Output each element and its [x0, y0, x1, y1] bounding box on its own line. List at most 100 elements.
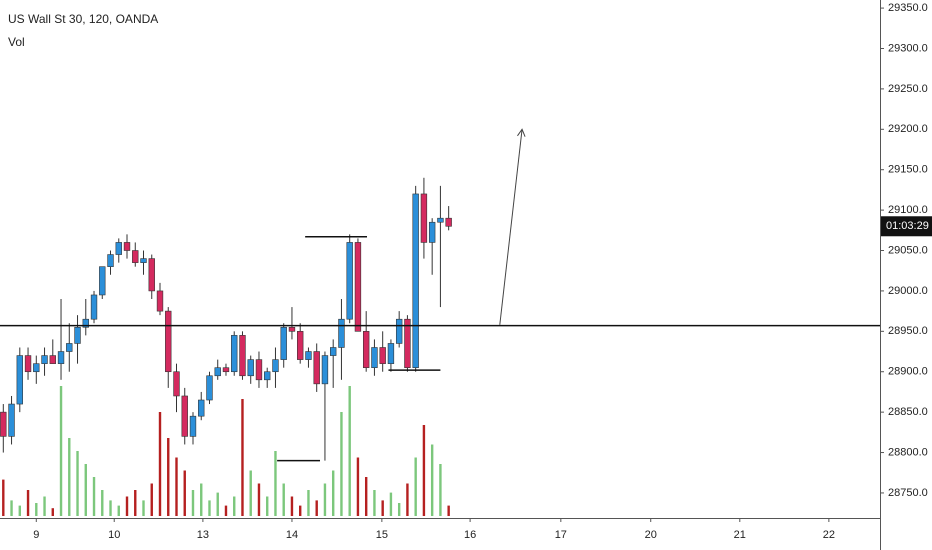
candle-body [420, 193, 428, 243]
volume-bar [282, 483, 285, 516]
candle-body [198, 399, 205, 417]
candle-body [321, 355, 329, 385]
volume-bar [233, 496, 236, 516]
x-tick-label: 16 [464, 529, 476, 541]
volume-bar [414, 457, 417, 516]
x-tick-label: 10 [108, 529, 120, 541]
volume-bar [299, 505, 302, 516]
candle-body [354, 242, 362, 332]
y-tick-label: 29150.0 [888, 164, 928, 176]
countdown-box [881, 216, 932, 237]
indicator-label: Vol [8, 35, 25, 49]
arrow-line [499, 129, 523, 325]
volume-bar [125, 496, 129, 516]
volume-bar [381, 500, 384, 516]
countdown-label: 01:03:29 [886, 220, 929, 232]
volume-bar [331, 470, 335, 516]
candle-body [437, 217, 444, 223]
candle-body [24, 355, 32, 373]
y-tick-label: 29200.0 [888, 123, 928, 135]
candle-body [313, 351, 320, 385]
volume-bar [422, 425, 426, 516]
y-tick-label: 28750.0 [888, 487, 928, 499]
volume-bar [364, 477, 368, 516]
volume-bar [348, 386, 351, 516]
volume-bar [167, 438, 170, 516]
volume-bar [257, 483, 261, 516]
x-tick-label: 21 [734, 529, 746, 541]
x-tick-label: 22 [823, 529, 835, 541]
candle-body [148, 258, 155, 292]
y-tick-label: 29050.0 [888, 244, 928, 256]
y-tick-label: 28850.0 [888, 406, 928, 418]
volume-bar [406, 483, 409, 516]
volume-bar [183, 470, 186, 516]
volume-bar [18, 505, 21, 516]
y-tick-label: 29000.0 [888, 285, 928, 297]
candle-body [99, 266, 106, 296]
volume-bar [142, 500, 145, 516]
candle-body [206, 375, 213, 401]
volume-bar [373, 490, 376, 516]
candle-body [264, 371, 271, 381]
x-tick-label: 20 [645, 529, 657, 541]
y-tick-label: 28800.0 [888, 446, 928, 458]
candle-body [371, 347, 378, 368]
candle-body [74, 326, 81, 344]
volume-bar [175, 457, 178, 516]
candle-body [346, 242, 353, 320]
candle-body [272, 359, 279, 373]
volume-bar [76, 451, 79, 516]
candle-body [297, 331, 304, 360]
volume-bar [158, 412, 162, 516]
candle-body [387, 343, 395, 364]
candle-body [255, 359, 263, 381]
volume-bar [315, 500, 318, 516]
y-tick-label: 28900.0 [888, 366, 928, 378]
candle-body [49, 355, 56, 364]
candle-body [165, 310, 172, 373]
y-tick-label: 29350.0 [888, 2, 928, 14]
volume-bar [290, 496, 294, 516]
candle-body [41, 355, 48, 364]
volume-bar [340, 412, 343, 516]
volume-bar [84, 464, 87, 516]
candle-body [239, 335, 246, 377]
candle-body [214, 367, 221, 377]
x-tick-label: 17 [555, 529, 567, 541]
y-tick-label: 29100.0 [888, 204, 928, 216]
volume-bar [323, 483, 327, 516]
candle-body [33, 363, 40, 373]
volume-bar [356, 457, 360, 516]
volume-bar [266, 496, 269, 516]
x-tick-label: 13 [197, 529, 209, 541]
candle-body [107, 254, 114, 267]
candle-body [379, 347, 386, 364]
volume-bar [307, 490, 310, 516]
candle-body [132, 250, 139, 263]
volume-bar [224, 505, 228, 516]
candle-body [140, 258, 147, 263]
volume-bar [389, 492, 393, 516]
volume-bar [150, 483, 153, 516]
volume-bar [447, 505, 450, 516]
volume-bar [274, 451, 277, 516]
candle-body [66, 343, 73, 352]
volume-bar [2, 479, 5, 516]
volume-bar [109, 500, 112, 516]
x-tick-label: 15 [376, 529, 388, 541]
y-tick-label: 29300.0 [888, 42, 928, 54]
candle-body [57, 351, 65, 364]
volume-bar [101, 490, 104, 516]
candle-body [16, 355, 23, 405]
candle-body [395, 318, 403, 344]
volume-bar [200, 483, 203, 516]
candle-body [330, 347, 337, 356]
volume-bar [10, 500, 13, 516]
volume-bar [26, 490, 30, 516]
candle-body [445, 217, 452, 227]
candle-body [288, 326, 296, 332]
